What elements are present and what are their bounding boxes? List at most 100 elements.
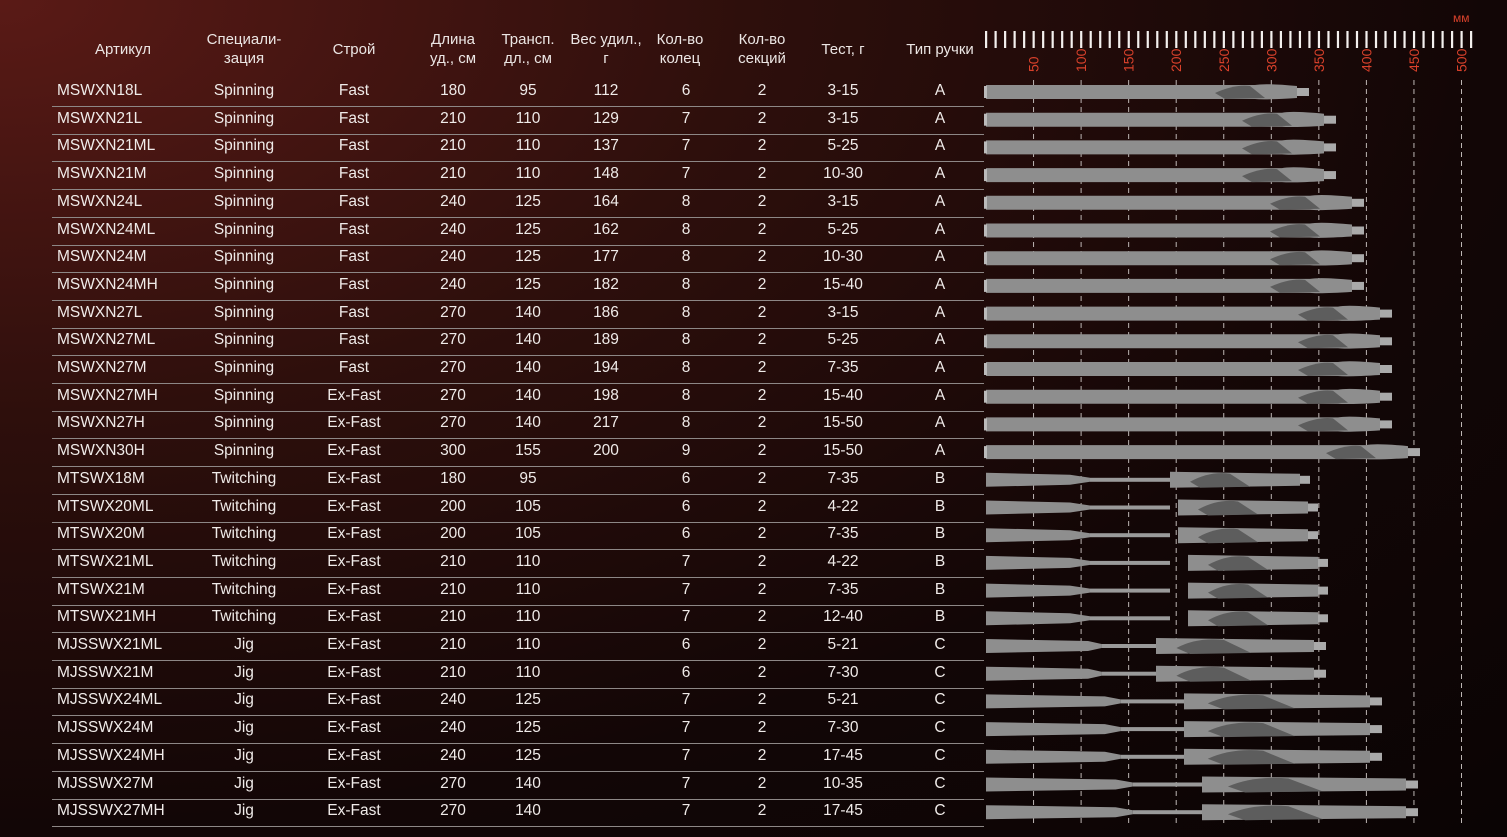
cell-transport: 125 [515,248,541,266]
cell-handle: C [934,719,946,737]
table-row: MTSWX20ML Twitching Ex-Fast 200 105 6 2 4-22 B [52,495,984,523]
cell-article: MTSWX21MH [57,608,157,626]
cell-transport: 110 [515,580,541,598]
cell-weight: 129 [593,109,619,127]
rod-handle-C [986,804,1418,821]
cell-spec: Twitching [211,608,277,626]
cell-transport: 110 [515,165,541,183]
cell-length: 210 [440,580,466,598]
ruler-tick [1441,31,1444,48]
cell-sections: 2 [757,109,767,127]
cell-spec: Jig [234,746,254,764]
rod-handle-C [986,638,1326,654]
cell-handle: C [934,774,946,792]
cell-sections: 2 [757,663,767,681]
cell-spec: Spinning [213,275,275,293]
cell-rings: 8 [681,331,691,349]
cell-spec: Jig [234,802,254,820]
cell-article: MJSSWX24MH [57,746,165,764]
cell-length: 210 [440,608,466,626]
cell-test: 3-15 [827,109,859,127]
table-row: MSWXN30H Spinning Ex-Fast 300 155 200 9 2 15-50 A [52,439,984,468]
cell-weight: 182 [593,275,619,293]
cell-length: 300 [440,442,466,460]
cell-test: 7-35 [827,580,859,598]
header-transport: Трансп. дл., см [468,30,588,68]
cell-article: MSWXN24M [57,248,147,266]
table-row: MJSSWX27M Jig Ex-Fast 270 140 7 2 10-35 C [52,772,984,800]
cell-sections: 2 [757,359,767,376]
rod-handle-A [984,195,1364,211]
header-weight: Вес удил., г [546,30,666,68]
header-spec: Специали-зация [184,30,304,68]
cell-length: 240 [440,248,466,266]
table-row: MTSWX20M Twitching Ex-Fast 200 105 6 2 7-35 B [52,522,984,551]
cell-rings: 8 [681,192,691,210]
cell-transport: 125 [515,719,541,737]
header-handle: Тип ручки [880,40,1000,59]
rod-handle-B [986,554,1328,571]
ruler-tick [1317,31,1321,48]
ruler-tick [1270,31,1273,48]
cell-length: 270 [440,303,466,321]
cell-action: Fast [338,137,370,155]
cell-article: MJSSWX24ML [57,691,163,709]
cell-action: Fast [338,359,370,376]
cell-action: Fast [338,109,370,127]
scale-label: 200 [1168,48,1184,72]
ruler-tick [1118,31,1121,48]
cell-handle: C [934,691,946,709]
cell-article: MJSSWX21M [57,663,154,681]
cell-action: Fast [338,165,370,183]
cell-handle: B [934,552,946,570]
cell-test: 7-30 [827,719,859,737]
rod-handle-B [986,471,1310,488]
header-article-line: Артикул [95,41,151,58]
cell-action: Ex-Fast [327,469,381,487]
cell-weight: 177 [593,248,619,266]
cell-handle: A [934,82,946,99]
cell-length: 210 [440,109,466,127]
cell-action: Ex-Fast [327,497,381,515]
scale-unit: мм [1453,11,1470,25]
cell-rings: 6 [681,469,691,487]
cell-article: MSWXN27MH [57,386,158,404]
cell-article: MSWXN24MH [57,275,158,293]
ruler-tick [1023,31,1026,48]
ruler-tick [1070,31,1073,48]
cell-spec: Twitching [211,525,277,543]
header-length: Длина уд., см [393,30,513,68]
header-test: Тест, г [783,40,903,59]
cell-transport: 125 [515,746,541,764]
table-row: MSWXN24MH Spinning Fast 240 125 182 8 2 15-40 A [52,273,984,301]
table-row: MJSSWX24ML Jig Ex-Fast 240 125 7 2 5-21 C [52,688,984,717]
ruler-tick [1308,31,1311,48]
cell-article: MSWXN21ML [57,137,156,155]
table-row: MJSSWX24M Jig Ex-Fast 240 125 7 2 7-30 C [52,716,984,745]
cell-spec: Twitching [211,580,277,598]
ruler-tick [1403,31,1406,48]
length-scale: 50 100 150 200 250 300 350 400 450 500 мм [985,11,1473,72]
cell-rings: 7 [681,165,691,183]
cell-spec: Spinning [213,414,275,432]
cell-rings: 7 [681,691,691,709]
ruler-tick [1412,31,1416,48]
ruler-tick [1460,31,1463,48]
rod-handle-A [984,416,1392,432]
table-row: MSWXN27ML Spinning Fast 270 140 189 8 2 5-25 A [52,328,984,357]
ruler-tick [1051,31,1054,48]
cell-sections: 2 [757,165,767,183]
cell-test: 7-35 [827,359,859,376]
cell-test: 10-30 [823,248,863,266]
ruler-tick [994,31,997,48]
cell-action: Ex-Fast [327,580,381,598]
header-weight-line: г [603,50,609,67]
cell-action: Ex-Fast [327,719,381,737]
ruler-tick [1251,31,1254,48]
cell-rings: 6 [681,525,691,543]
cell-action: Fast [338,220,370,238]
cell-sections: 2 [757,636,767,653]
cell-sections: 2 [757,580,767,598]
cell-weight: 186 [593,303,619,321]
cell-test: 10-30 [823,165,863,183]
